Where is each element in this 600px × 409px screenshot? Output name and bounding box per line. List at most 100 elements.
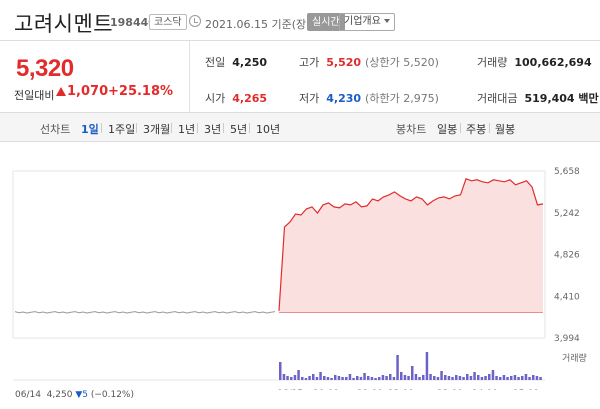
volume-bar <box>341 377 344 380</box>
volume-bar <box>348 374 352 380</box>
volume-bar <box>455 375 458 380</box>
volume-bar <box>433 376 436 380</box>
volume-bar <box>363 373 366 380</box>
volume-bar <box>381 375 385 380</box>
volume-bar <box>488 374 491 380</box>
previous-session-line <box>14 311 276 314</box>
period-3m[interactable]: 3개월 <box>143 123 171 136</box>
change-value: 1,070 <box>67 84 109 99</box>
divider <box>249 123 250 133</box>
previous-session-info: 06/14 4,250 ▼5 (−0.12%) <box>15 390 134 400</box>
realtime-button[interactable]: 실시간 <box>307 13 345 31</box>
volume-bar <box>436 377 440 380</box>
x-tick-label: 12:00 <box>388 389 414 390</box>
volume-bar <box>477 375 480 380</box>
volume-bar <box>370 377 374 380</box>
volume-bar <box>323 376 326 380</box>
y-axis-labels: 5,658 5,242 4,826 4,410 3,994 <box>554 167 580 344</box>
company-info-dropdown[interactable]: 기업개요 <box>339 13 395 31</box>
volume-bar <box>502 375 506 380</box>
x-tick-label: 15:00 <box>513 389 539 390</box>
volume-bar <box>374 378 377 380</box>
x-tick-label: 10:00 <box>313 389 339 390</box>
volume-bar <box>356 376 359 380</box>
volume-bar <box>359 377 363 380</box>
volume-bar <box>297 370 300 380</box>
y-tick-label: 5,658 <box>554 167 580 177</box>
period-5y[interactable]: 5년 <box>230 123 248 136</box>
stat-prev-close: 전일 4,250 <box>205 56 268 69</box>
volume-bar <box>414 374 418 380</box>
x-tick-label: 11:00 <box>357 389 383 390</box>
volume-bar <box>418 377 421 380</box>
stat-high: 고가 5,520 (상한가 5,520) <box>299 56 439 69</box>
period-weekly[interactable]: 주봉 <box>466 123 487 136</box>
volume-bar <box>392 377 396 380</box>
divider <box>171 123 172 133</box>
stat-amount: 거래대금 519,404 백만 <box>477 92 599 105</box>
volume-bar <box>330 378 333 380</box>
volume-bar <box>411 366 414 380</box>
market-badge: 코스닥 <box>149 14 187 30</box>
volume-bar <box>282 374 286 380</box>
date-info: 2021.06.15 기준(장마감) <box>205 18 331 31</box>
candle-chart-label: 봉차트 <box>396 123 427 136</box>
volume-bar <box>385 376 388 380</box>
volume-bar <box>345 377 348 380</box>
volume-bar <box>469 376 473 380</box>
volume-bar <box>451 377 454 380</box>
volume-bar <box>466 374 469 380</box>
change-label: 전일대비 <box>14 89 55 102</box>
period-3y[interactable]: 3년 <box>204 123 222 136</box>
price-area <box>279 178 543 313</box>
volume-bar <box>304 378 308 380</box>
x-tick-label: 13:00 <box>437 389 463 390</box>
volume-bar <box>337 376 341 380</box>
chart-grid <box>12 170 546 339</box>
volume-bar <box>429 374 432 380</box>
volume-bar <box>407 376 410 380</box>
price-line <box>278 178 544 311</box>
volume-bar <box>510 376 513 380</box>
volume-bar <box>301 377 304 380</box>
volume-bar <box>506 377 509 380</box>
volume-bar <box>499 377 502 380</box>
volume-bar <box>480 377 484 380</box>
change-percent: +25.18% <box>108 84 174 99</box>
line-chart-label: 선차트 <box>40 123 71 136</box>
period-1y[interactable]: 1년 <box>178 123 196 136</box>
volume-bar <box>352 378 355 380</box>
volume-bar <box>334 375 337 380</box>
volume-bar <box>279 362 282 380</box>
chevron-down-icon <box>383 19 390 23</box>
period-monthly[interactable]: 월봉 <box>495 123 516 136</box>
period-10y[interactable]: 10년 <box>256 123 281 136</box>
volume-bar <box>326 377 330 380</box>
volume-bar <box>444 375 447 380</box>
x-tick-label: 14:00 <box>472 389 498 390</box>
divider <box>189 41 190 112</box>
up-triangle-icon <box>56 87 66 96</box>
y-tick-label: 5,242 <box>554 209 580 219</box>
volume-bar <box>495 376 498 380</box>
period-1w[interactable]: 1주일 <box>108 123 136 136</box>
volume-bar <box>513 375 517 380</box>
volume-bar <box>458 376 462 380</box>
volume-bar <box>535 376 539 380</box>
period-daily[interactable]: 일봉 <box>437 123 458 136</box>
volume-bar <box>319 372 322 380</box>
volume-bar <box>367 376 370 380</box>
period-1d[interactable]: 1일 <box>81 123 99 136</box>
divider <box>101 123 102 133</box>
divider <box>197 123 198 133</box>
price-chart: 5,658 5,242 4,826 4,410 3,994 06/15 10:00 11:0… <box>12 167 580 390</box>
divider <box>223 123 224 133</box>
company-info-label: 기업개요 <box>344 16 381 27</box>
divider <box>489 123 490 133</box>
volume-bar <box>528 377 531 380</box>
stock-name: 고려시멘트 <box>14 12 114 36</box>
volume-bar <box>378 377 381 380</box>
divider <box>136 123 137 133</box>
volume-bar <box>400 372 403 380</box>
clock-icon <box>189 15 201 27</box>
